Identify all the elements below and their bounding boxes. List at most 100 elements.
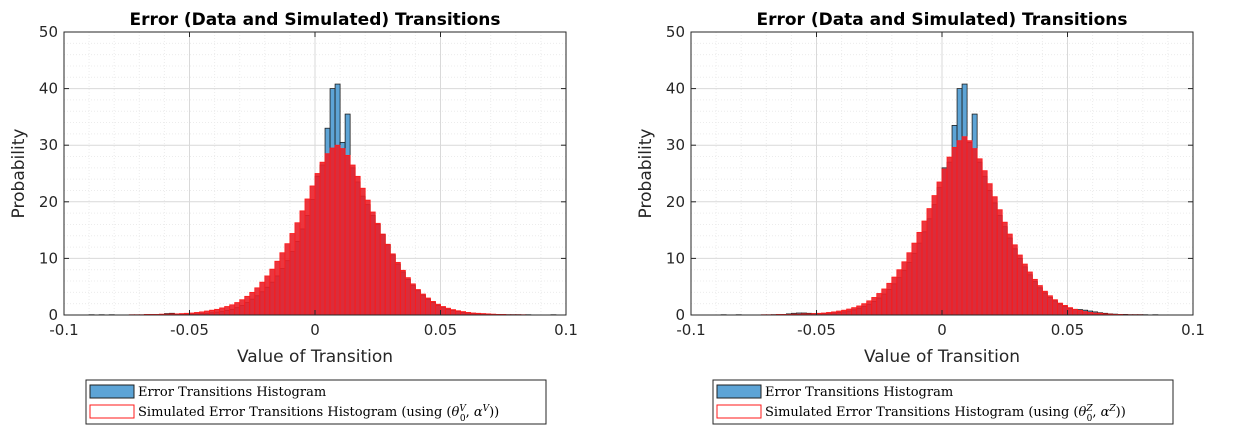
x-tick-label: 0.05: [1051, 321, 1084, 339]
simulated-bar: [279, 252, 286, 316]
simulated-bar: [931, 195, 938, 316]
simulated-bar: [966, 140, 973, 316]
x-axis-label: Value of Transition: [864, 347, 1020, 367]
simulated-bar: [1062, 304, 1068, 316]
y-tick-label: 40: [666, 80, 685, 98]
simulated-bar: [851, 307, 858, 316]
simulated-bar: [1031, 278, 1038, 316]
legend-entry-data: Error Transitions Histogram: [138, 385, 326, 400]
simulated-bar: [455, 310, 461, 316]
legend: Error Transitions Histogram Simulated Er…: [712, 379, 1174, 425]
histogram-chart-right: -0.1 -0.05 0 0.05 0.1 0 10 20 30 40 50 Error (Data…: [627, 0, 1247, 428]
simulated-bar: [921, 220, 928, 316]
simulated-bar: [309, 185, 316, 316]
simulated-bar: [389, 253, 396, 316]
x-tick-label: 0.1: [554, 321, 578, 339]
simulated-bar: [861, 303, 868, 316]
simulated-bar: [349, 164, 356, 316]
simulated-bar: [1021, 263, 1028, 316]
simulated-bar: [846, 308, 853, 316]
simulated-bar: [425, 297, 431, 316]
simulated-bar: [896, 269, 903, 316]
legend: Error Transitions Histogram Simulated Er…: [85, 379, 547, 425]
simulated-bar: [374, 222, 381, 316]
simulated-bar: [359, 187, 366, 316]
simulated-bar: [420, 293, 426, 316]
simulated-bar: [1006, 233, 1013, 316]
chart-title: Error (Data and Simulated) Transitions: [756, 10, 1127, 30]
simulated-bar: [1052, 299, 1058, 316]
simulated-bar: [856, 305, 863, 316]
simulated-bar: [951, 147, 958, 316]
simulated-bar: [244, 295, 251, 316]
simulated-bar: [304, 198, 311, 316]
ticks-layer: -0.1 -0.05 0 0.05 0.1 0 10 20 30 40 50: [666, 23, 1205, 339]
simulated-bar: [430, 301, 436, 316]
simulated-bar: [1041, 290, 1048, 316]
simulated-bar: [911, 242, 918, 316]
simulated-bar: [1001, 221, 1008, 316]
simulated-bar: [284, 243, 291, 316]
simulated-bar: [1011, 244, 1018, 316]
chart-svg: -0.1 -0.05 0 0.05 0.1 0 10 20 30 40 50 Error (Data…: [9, 10, 578, 425]
simulated-bar: [1047, 295, 1053, 316]
simulated-bar: [1036, 285, 1043, 316]
simulated-bar: [876, 293, 883, 316]
simulated-bar: [971, 148, 978, 316]
simulated-bar: [941, 168, 948, 316]
simulated-bar: [916, 231, 923, 316]
simulated-bar: [836, 310, 843, 316]
simulated-bar: [229, 304, 236, 316]
simulated-bar: [409, 283, 416, 316]
legend-box: [712, 379, 1174, 425]
simulated-bar: [319, 161, 326, 316]
y-tick-label: 20: [39, 193, 58, 211]
y-tick-label: 0: [48, 306, 58, 324]
y-tick-label: 0: [675, 306, 685, 324]
simulated-bar: [334, 144, 341, 316]
simulated-bar: [445, 307, 451, 316]
simulated-bar: [906, 252, 913, 316]
simulated-bars-layer: [128, 144, 527, 316]
simulated-bar: [1026, 271, 1033, 316]
simulated-bar: [841, 309, 848, 316]
simulated-bar: [224, 306, 231, 316]
legend-swatch-data: [89, 384, 135, 399]
simulated-bar: [871, 297, 878, 316]
legend-swatch-simulated: [716, 404, 762, 419]
x-tick-label: 0: [310, 321, 320, 339]
x-tick-label: -0.1: [676, 321, 705, 339]
simulated-bar: [1016, 254, 1023, 316]
histogram-chart-left: -0.1 -0.05 0 0.05 0.1 0 10 20 30 40 50 Error (Data…: [0, 0, 620, 428]
simulated-bar: [294, 222, 301, 316]
simulated-bar: [1067, 307, 1073, 316]
simulated-bar: [329, 147, 336, 316]
x-tick-label: -0.1: [49, 321, 78, 339]
legend-swatch-data: [716, 384, 762, 399]
legend-swatch-simulated: [89, 404, 135, 419]
simulated-bars-layer: [760, 136, 1144, 316]
simulated-bar: [926, 208, 933, 316]
simulated-bar: [344, 154, 351, 316]
simulated-bar: [254, 287, 261, 316]
simulated-bar: [399, 269, 406, 316]
ticks-layer: -0.1 -0.05 0 0.05 0.1 0 10 20 30 40 50: [39, 23, 578, 339]
simulated-bar: [961, 136, 968, 316]
simulated-bar: [239, 299, 246, 316]
simulated-bar: [299, 210, 306, 316]
simulated-bar: [324, 153, 331, 316]
simulated-bar: [274, 260, 281, 316]
simulated-bar: [901, 261, 908, 316]
simulated-bar: [404, 277, 411, 316]
simulated-bar: [379, 233, 386, 316]
simulated-bar: [364, 199, 371, 316]
simulated-bar: [354, 175, 361, 316]
simulated-bar: [414, 289, 421, 316]
simulated-bar: [314, 173, 321, 316]
simulated-bar: [1077, 310, 1083, 316]
simulated-bar: [460, 311, 466, 316]
simulated-bar: [1082, 311, 1088, 316]
x-tick-label: 0.05: [424, 321, 457, 339]
simulated-bar: [289, 233, 296, 316]
simulated-bar: [384, 243, 391, 316]
